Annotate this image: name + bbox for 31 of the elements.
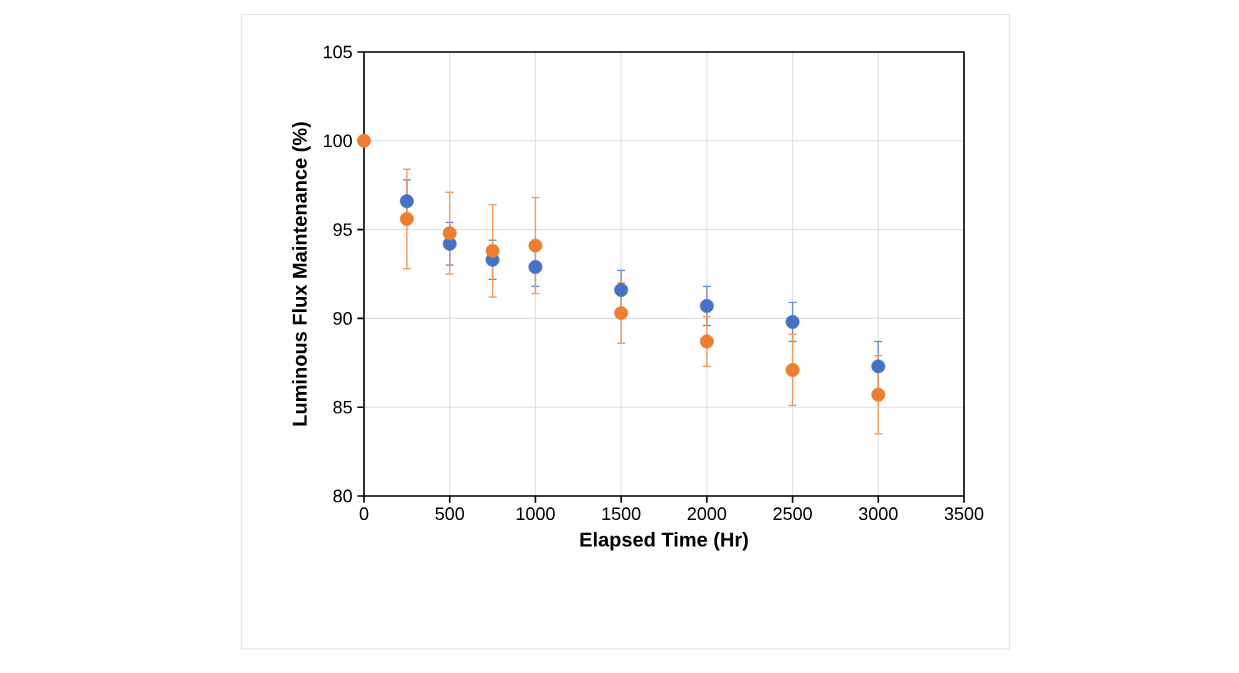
x-tick-label: 3000	[858, 507, 898, 521]
x-tick-label: 1500	[602, 507, 641, 521]
x-tick-label: 0	[359, 507, 369, 521]
point	[699, 299, 714, 313]
y-tick-label: 90	[333, 312, 352, 325]
y-tick-label: 100	[323, 134, 352, 148]
point	[528, 259, 543, 274]
point	[614, 306, 629, 320]
x-tick-label: 1000	[516, 507, 555, 521]
y-tick-label: 80	[333, 489, 352, 503]
point	[871, 359, 886, 374]
y-axis-title: Luminous Flux Maintenance (%)	[292, 122, 311, 426]
x-tick-label: 2000	[687, 507, 727, 521]
x-tick-label: 3500	[944, 507, 984, 521]
point	[785, 315, 800, 329]
point	[614, 283, 629, 297]
point	[871, 387, 886, 402]
point	[399, 212, 414, 226]
x-tick-label: 2500	[773, 507, 812, 521]
y-tick-label: 105	[323, 45, 352, 59]
point	[699, 334, 714, 349]
point	[528, 238, 543, 253]
point	[442, 226, 457, 241]
point	[485, 243, 500, 258]
x-axis-title: Elapsed Time (Hr)	[580, 531, 748, 551]
y-tick-label: 85	[333, 400, 352, 414]
point	[357, 133, 371, 148]
point	[785, 362, 800, 377]
y-tick-label: 95	[333, 223, 352, 236]
x-tick-label: 500	[435, 507, 465, 521]
point	[399, 194, 414, 209]
